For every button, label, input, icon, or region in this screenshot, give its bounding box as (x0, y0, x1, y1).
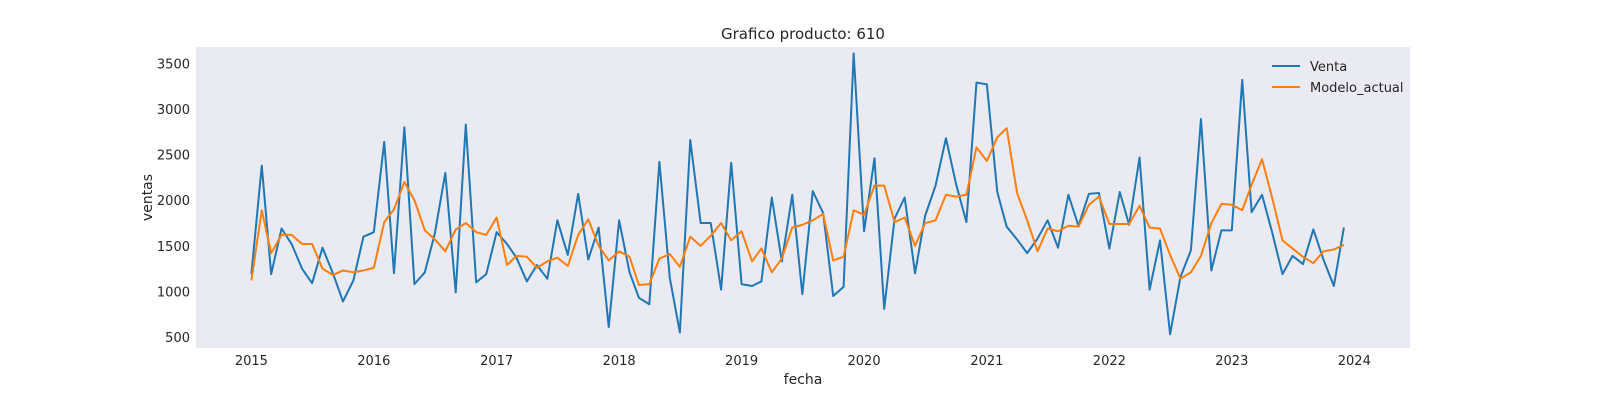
y-tick-label: 3000 (157, 103, 190, 118)
series-line-modelo-actual (250, 127, 1345, 287)
x-tick-label: 2019 (725, 354, 758, 369)
x-tick-label: 2015 (235, 354, 268, 369)
series-lines (250, 52, 1345, 336)
x-tick-label: 2020 (848, 354, 881, 369)
y-tick-label: 1000 (157, 285, 190, 300)
series-line-venta (250, 52, 1345, 336)
y-tick-label: 3500 (157, 57, 190, 72)
y-tick-label: 500 (165, 331, 190, 346)
y-tick-label: 2000 (157, 194, 190, 209)
x-tick-label: 2017 (480, 354, 513, 369)
x-tick-label: 2018 (603, 354, 636, 369)
x-tick-label: 2022 (1093, 354, 1126, 369)
y-tick-label: 2500 (157, 149, 190, 164)
x-tick-label: 2016 (357, 354, 390, 369)
legend-label-venta: Venta (1310, 60, 1347, 75)
x-axis-label: fecha (784, 372, 823, 388)
x-tick-label: 2024 (1338, 354, 1371, 369)
legend-label-modelo-actual: Modelo_actual (1310, 81, 1404, 96)
x-tick-label: 2023 (1215, 354, 1248, 369)
x-tick-label: 2021 (970, 354, 1003, 369)
x-axis-ticks: 2015 2016 2017 2018 2019 2020 2021 2022 2023 2024 (235, 354, 1371, 369)
y-tick-label: 1500 (157, 240, 190, 255)
y-axis-label: ventas (140, 174, 156, 221)
chart-title: Grafico producto: 610 (721, 25, 885, 43)
y-axis-ticks: 500 1000 1500 2000 2500 3000 3500 (157, 57, 190, 346)
legend: Venta Modelo_actual (1272, 60, 1404, 96)
